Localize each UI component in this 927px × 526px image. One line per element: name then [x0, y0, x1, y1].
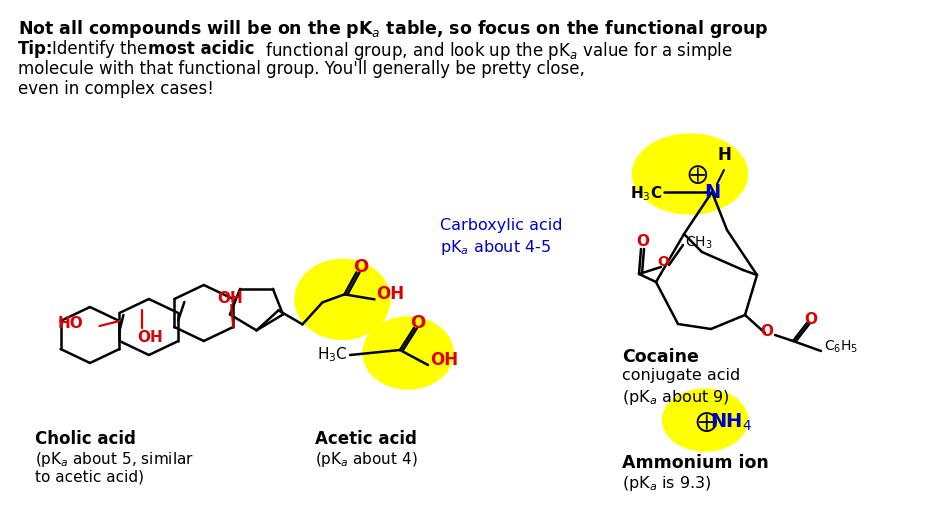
Ellipse shape	[632, 134, 746, 214]
Text: Tip:: Tip:	[18, 40, 54, 58]
Text: (pK$_a$ about 5, similar: (pK$_a$ about 5, similar	[35, 450, 194, 469]
Text: OH: OH	[217, 291, 243, 306]
Text: pK$_a$ about 4-5: pK$_a$ about 4-5	[439, 238, 551, 257]
Text: Identify the: Identify the	[52, 40, 152, 58]
Text: O: O	[410, 314, 425, 332]
Text: N: N	[703, 183, 719, 201]
Ellipse shape	[362, 317, 452, 389]
Text: conjugate acid: conjugate acid	[621, 368, 740, 383]
Text: OH: OH	[429, 351, 458, 369]
Text: CH$_3$: CH$_3$	[684, 235, 712, 251]
Text: O: O	[352, 258, 368, 276]
Text: $\bigoplus$: $\bigoplus$	[687, 163, 708, 186]
Text: (pK$_a$ about 4): (pK$_a$ about 4)	[314, 450, 417, 469]
Text: H: H	[717, 146, 730, 164]
Text: (pK$_a$ about 9): (pK$_a$ about 9)	[621, 388, 729, 407]
Text: O: O	[804, 311, 817, 327]
Text: HO: HO	[57, 316, 83, 330]
Text: Cocaine: Cocaine	[621, 348, 698, 366]
Text: NH$_4$: NH$_4$	[709, 411, 752, 433]
Text: H$_3$C: H$_3$C	[317, 346, 348, 365]
Text: Carboxylic acid: Carboxylic acid	[439, 218, 562, 233]
Text: H$_3$C: H$_3$C	[629, 185, 662, 204]
Text: Ammonium ion: Ammonium ion	[621, 454, 768, 472]
Text: (pK$_a$ is 9.3): (pK$_a$ is 9.3)	[621, 474, 711, 493]
Ellipse shape	[662, 389, 746, 451]
Text: even in complex cases!: even in complex cases!	[18, 80, 213, 98]
Ellipse shape	[295, 259, 389, 339]
Text: Acetic acid: Acetic acid	[314, 430, 416, 448]
Text: Cholic acid: Cholic acid	[35, 430, 135, 448]
Text: OH: OH	[376, 286, 404, 304]
Text: OH: OH	[137, 330, 162, 345]
Text: $\bigoplus$: $\bigoplus$	[694, 410, 717, 434]
Text: to acetic acid): to acetic acid)	[35, 470, 144, 485]
Text: Not all compounds will be on the pK$_a$ table, so focus on the functional group: Not all compounds will be on the pK$_a$ …	[18, 18, 768, 40]
Text: functional group, and look up the pK$_a$ value for a simple: functional group, and look up the pK$_a$…	[260, 40, 732, 62]
Text: O: O	[760, 323, 773, 339]
Text: most acidic: most acidic	[147, 40, 254, 58]
Text: C$_6$H$_5$: C$_6$H$_5$	[823, 339, 857, 355]
Text: molecule with that functional group. You'll generally be pretty close,: molecule with that functional group. You…	[18, 60, 584, 78]
Text: O: O	[656, 255, 668, 269]
Text: O: O	[636, 235, 649, 249]
